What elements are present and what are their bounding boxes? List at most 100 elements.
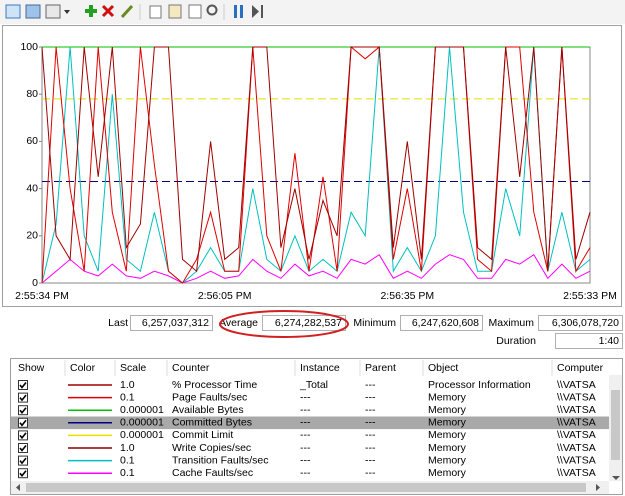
stat-box bbox=[400, 315, 483, 331]
stat-box bbox=[130, 315, 213, 331]
cell: --- bbox=[365, 417, 376, 429]
stat-box bbox=[555, 333, 623, 349]
zoom-button[interactable] bbox=[206, 4, 218, 16]
cell: --- bbox=[365, 379, 376, 391]
cell: --- bbox=[365, 429, 376, 441]
y-tick-label: 0 bbox=[32, 277, 38, 289]
cell: --- bbox=[300, 454, 311, 466]
table-header bbox=[11, 359, 622, 376]
cell: --- bbox=[300, 404, 311, 416]
selected-row bbox=[11, 416, 609, 430]
column-header: Counter bbox=[172, 362, 210, 374]
checkmark bbox=[19, 457, 27, 465]
add-button[interactable] bbox=[85, 5, 97, 17]
update-button[interactable] bbox=[252, 5, 263, 18]
series-line bbox=[41, 46, 591, 273]
highlight-button[interactable] bbox=[120, 4, 134, 19]
y-tick-label: 20 bbox=[26, 230, 38, 242]
cell: Memory bbox=[428, 391, 467, 403]
cell: --- bbox=[300, 442, 311, 454]
y-tick-label: 60 bbox=[26, 135, 38, 147]
scroll-thumb[interactable] bbox=[26, 483, 586, 492]
statistics: Last 6,257,037,312 Average 6,274,282,537 Min… bbox=[108, 315, 623, 349]
axes: 0 20 40 60 80 100 2:55:34 PM 2:56:05 PM 2:56:35 … bbox=[15, 41, 617, 302]
column-header: Computer bbox=[557, 362, 604, 374]
cell: Memory bbox=[428, 454, 467, 466]
cell: --- bbox=[365, 404, 376, 416]
cell: --- bbox=[300, 467, 311, 479]
cell: Memory bbox=[428, 467, 467, 479]
stat-value: 6,257,037,312 bbox=[142, 317, 209, 329]
stat-box bbox=[538, 315, 623, 331]
checkmark bbox=[19, 382, 27, 389]
stat-value: 6,306,078,720 bbox=[552, 317, 619, 329]
cell: 0.000001 bbox=[120, 404, 164, 416]
checkmark bbox=[19, 445, 27, 452]
cell: \\VATSA bbox=[557, 442, 596, 454]
cell: \\VATSA bbox=[557, 454, 596, 466]
change-graph-type-button[interactable] bbox=[45, 4, 61, 19]
cell: 0.1 bbox=[120, 467, 135, 479]
cell: Memory bbox=[428, 442, 467, 454]
cell: \\VATSA bbox=[557, 417, 596, 429]
x-tick-label: 2:55:33 PM bbox=[563, 290, 617, 302]
plot-area bbox=[41, 46, 591, 284]
cell: Memory bbox=[428, 417, 467, 429]
stat-label: Last bbox=[108, 317, 128, 329]
cell: 0.1 bbox=[120, 454, 135, 466]
column-header: Color bbox=[70, 362, 96, 374]
y-tick-label: 40 bbox=[26, 182, 38, 194]
view-data-button[interactable] bbox=[25, 4, 41, 19]
freeze-button-bar[interactable] bbox=[240, 5, 243, 18]
dropdown-arrow[interactable] bbox=[64, 10, 70, 14]
delete-button[interactable] bbox=[101, 4, 115, 18]
cell: \\VATSA bbox=[557, 391, 596, 403]
toolbar bbox=[0, 0, 625, 24]
stat-value: 6,247,620,608 bbox=[412, 317, 479, 329]
counter-table: Show Color Scale Counter Instance Parent Objec… bbox=[11, 359, 622, 479]
cell: 1.0 bbox=[120, 442, 135, 454]
stat-label: Average bbox=[219, 317, 258, 329]
paste-button[interactable] bbox=[168, 4, 182, 19]
cell: Transition Faults/sec bbox=[172, 454, 268, 466]
column-header: Scale bbox=[120, 362, 146, 374]
cell: % Processor Time bbox=[172, 379, 257, 391]
column-header: Instance bbox=[300, 362, 340, 374]
cell: \\VATSA bbox=[557, 429, 596, 441]
cell: Cache Faults/sec bbox=[172, 467, 253, 479]
cell: 1.0 bbox=[120, 379, 135, 391]
properties-button[interactable] bbox=[188, 4, 202, 19]
cell: 0.1 bbox=[120, 391, 135, 403]
x-tick-label: 2:56:35 PM bbox=[380, 290, 434, 302]
cell: _Total bbox=[299, 379, 328, 391]
series-line bbox=[41, 46, 591, 284]
stat-box bbox=[262, 315, 346, 331]
stat-value: 6,274,282,537 bbox=[275, 317, 342, 329]
stat-label: Minimum bbox=[353, 317, 396, 329]
cell: --- bbox=[365, 391, 376, 403]
cell: --- bbox=[365, 442, 376, 454]
stat-label: Maximum bbox=[488, 317, 534, 329]
cell: Available Bytes bbox=[172, 404, 244, 416]
y-tick-label: 80 bbox=[26, 88, 38, 100]
highlight-ellipse bbox=[219, 310, 349, 338]
series-line bbox=[41, 253, 591, 284]
scroll-thumb[interactable] bbox=[611, 390, 620, 460]
checkmark bbox=[19, 394, 27, 402]
column-header: Parent bbox=[365, 362, 396, 374]
checkmark bbox=[19, 419, 27, 427]
stat-label: Duration bbox=[496, 335, 536, 347]
scroll-down[interactable] bbox=[612, 476, 620, 480]
x-tick-label: 2:56:05 PM bbox=[198, 290, 252, 302]
plot-lines bbox=[41, 45, 591, 284]
cell: \\VATSA bbox=[557, 467, 596, 479]
cell: 0.000001 bbox=[120, 429, 164, 441]
freeze-button[interactable] bbox=[234, 5, 237, 18]
view-graph-button[interactable] bbox=[5, 4, 21, 19]
cell: \\VATSA bbox=[557, 379, 596, 391]
cell: Processor Information bbox=[428, 379, 531, 391]
cell: Committed Bytes bbox=[172, 417, 252, 429]
copy-button[interactable] bbox=[149, 5, 162, 19]
cell: 0.000001 bbox=[120, 417, 164, 429]
